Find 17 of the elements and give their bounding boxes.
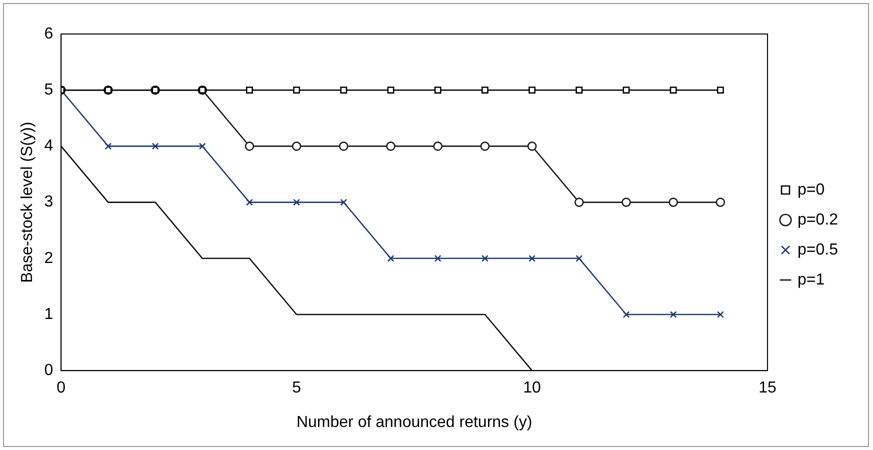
y-tick-label: 2 [44, 250, 54, 267]
legend-label: p=0.5 [798, 241, 838, 258]
x-tick-label: 0 [56, 380, 66, 397]
y-tick-label: 5 [44, 82, 54, 99]
x-tick-label: 15 [758, 380, 777, 397]
legend-label: p=0 [798, 181, 825, 198]
legend-label: p=0.2 [798, 211, 838, 228]
y-tick-label: 4 [44, 138, 54, 155]
y-axis-title: Base-stock level (S(y)) [19, 122, 36, 283]
y-tick-label: 3 [44, 194, 54, 211]
y-tick-label: 1 [44, 306, 54, 323]
x-axis-title: Number of announced returns (y) [296, 414, 532, 431]
legend-label: p=1 [798, 271, 825, 288]
x-tick-label: 5 [292, 380, 302, 397]
y-tick-label: 0 [44, 362, 54, 380]
y-tick-label: 6 [44, 25, 54, 42]
x-tick-label: 10 [523, 380, 542, 397]
